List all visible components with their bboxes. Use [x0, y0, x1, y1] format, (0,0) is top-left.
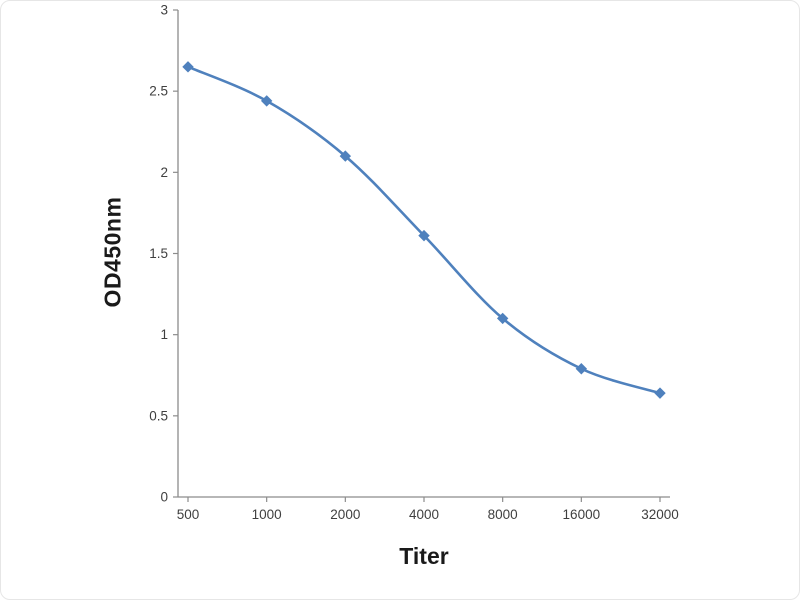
data-point-marker — [260, 95, 273, 107]
data-point-marker — [654, 387, 666, 399]
y-axis-title: OD450nm — [99, 196, 126, 308]
data-point-marker — [339, 150, 352, 162]
x-tick-label: 32000 — [641, 507, 679, 522]
x-tick-label: 1000 — [252, 507, 282, 522]
y-tick-label: 1.5 — [149, 246, 168, 261]
y-tick-label: 1 — [160, 327, 168, 342]
x-tick-label: 500 — [177, 507, 200, 522]
y-tick-label: 2.5 — [149, 84, 168, 99]
y-tick-label: 0 — [160, 490, 168, 505]
data-point-marker — [575, 363, 588, 375]
x-tick-label: 16000 — [563, 507, 601, 522]
y-tick-label: 0.5 — [149, 408, 168, 423]
data-point-marker — [496, 312, 509, 325]
x-tick-label: 8000 — [488, 507, 518, 522]
x-tick-label: 2000 — [330, 507, 360, 522]
data-point-marker — [182, 61, 194, 73]
y-tick-label: 2 — [160, 165, 168, 180]
x-axis-title: Titer — [399, 543, 449, 569]
x-tick-label: 4000 — [409, 507, 439, 522]
data-point-marker — [418, 229, 430, 242]
y-tick-label: 3 — [160, 3, 168, 18]
